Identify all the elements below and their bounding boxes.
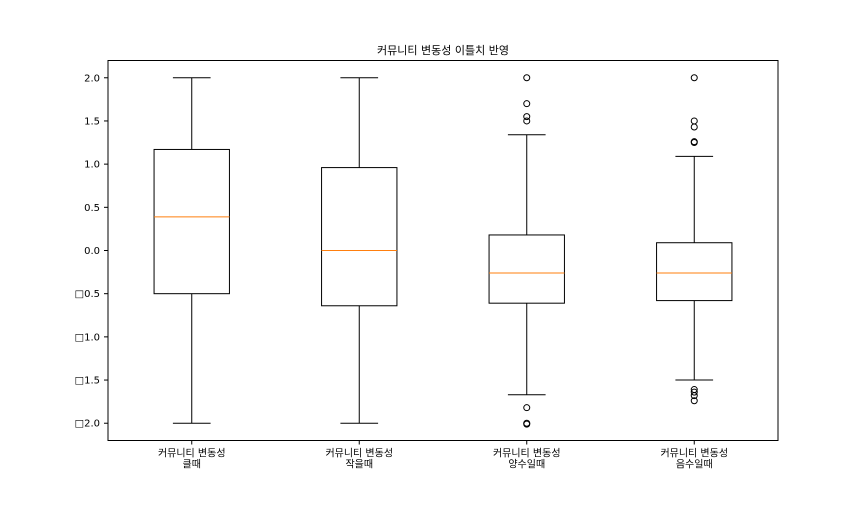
outlier-point	[523, 420, 531, 428]
outlier-point	[523, 117, 531, 125]
iqr-box	[488, 234, 565, 304]
box-group	[321, 77, 398, 424]
y-tick-label: 1.5	[84, 116, 100, 127]
chart-title: 커뮤니티 변동성 이틀치 반영	[377, 44, 509, 57]
outlier-point	[690, 388, 698, 396]
iqr-box	[321, 167, 398, 307]
x-tick-label-line2: 양수일때	[508, 459, 545, 471]
x-tick-label-line1: 커뮤니티 변동성	[493, 448, 561, 460]
outlier-point	[690, 397, 698, 405]
outlier-point	[523, 113, 531, 121]
y-tick-label: 2.0	[84, 73, 100, 84]
plot-area-frame	[107, 60, 779, 441]
box-group	[656, 74, 733, 405]
x-tick-label-line1: 커뮤니티 변동성	[158, 448, 226, 460]
box-group	[488, 74, 565, 428]
outlier-point	[690, 117, 698, 125]
outlier-point	[690, 74, 698, 82]
outlier-point	[523, 100, 531, 108]
x-tick-label-line1: 커뮤니티 변동성	[325, 448, 393, 460]
x-tick-label-line2: 작을때	[345, 459, 373, 471]
boxes-layer	[153, 74, 733, 428]
y-axis: 2.0 1.5 1.0 0.5 0.0 □0.5 □1.0 □1.5 □2.0	[75, 73, 108, 430]
x-tick-label-line1: 커뮤니티 변동성	[660, 448, 728, 460]
outlier-point	[523, 404, 531, 412]
y-tick-label: 1.0	[84, 160, 100, 171]
y-tick-label: □2.0	[75, 419, 100, 430]
outlier-point	[523, 74, 531, 82]
box-group	[153, 77, 230, 424]
outlier-point	[690, 392, 698, 400]
x-tick-label-line2: 클때	[183, 459, 201, 471]
y-tick-label: □0.5	[75, 289, 100, 300]
y-tick-label: 0.0	[84, 246, 100, 257]
outlier-point	[690, 139, 698, 147]
iqr-box	[656, 242, 733, 302]
iqr-box	[153, 148, 230, 295]
x-tick-label-line2: 음수일때	[676, 459, 713, 471]
y-tick-label: 0.5	[84, 203, 100, 214]
outlier-point	[690, 123, 698, 131]
y-tick-label: □1.5	[75, 376, 100, 387]
y-tick-label: □1.0	[75, 332, 100, 343]
